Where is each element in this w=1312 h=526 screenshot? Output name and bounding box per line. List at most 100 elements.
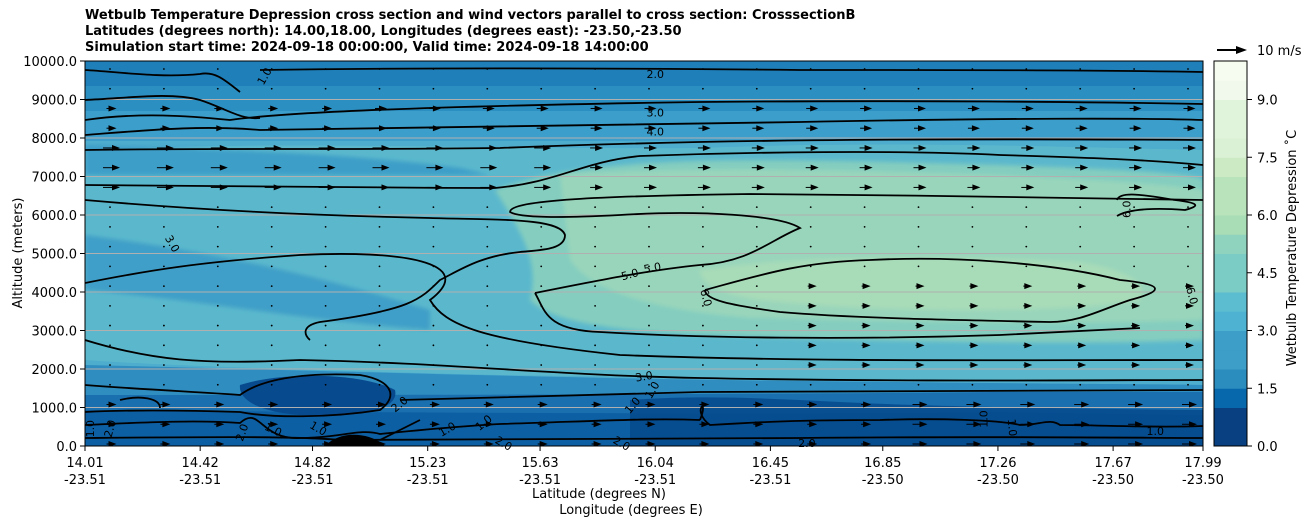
y-tick-label: 7000.0 bbox=[32, 171, 78, 186]
wind-vector-head bbox=[485, 401, 494, 408]
contour-line bbox=[119, 396, 161, 409]
wind-vector bbox=[109, 225, 111, 228]
wind-vector bbox=[216, 265, 219, 268]
wind-vector-head bbox=[1080, 184, 1089, 191]
wind-vector bbox=[971, 245, 974, 248]
colorbar-frame bbox=[1213, 60, 1248, 447]
wind-vector bbox=[540, 324, 543, 327]
wind-vector bbox=[1187, 68, 1189, 70]
wind-vector-head bbox=[543, 184, 552, 191]
wind-vector bbox=[809, 87, 812, 90]
wind-vector-head bbox=[971, 125, 980, 132]
colorbar-segment bbox=[1214, 80, 1247, 100]
wind-vector bbox=[917, 87, 920, 90]
wind-vector-head bbox=[595, 164, 604, 171]
wind-vector bbox=[755, 285, 758, 288]
wind-vector bbox=[486, 285, 489, 288]
wind-vector bbox=[270, 87, 273, 90]
contour-line bbox=[399, 389, 1203, 401]
wind-vector bbox=[270, 304, 273, 307]
wind-vector-head bbox=[1080, 144, 1089, 151]
colorbar-segment bbox=[1214, 61, 1247, 81]
wind-vector-head bbox=[595, 144, 604, 151]
y-tick-label: 4000.0 bbox=[32, 286, 78, 301]
wind-vector bbox=[163, 344, 165, 347]
wind-vector bbox=[378, 285, 381, 288]
wind-vector-head bbox=[809, 441, 818, 446]
wind-vector bbox=[216, 87, 219, 90]
wind-vector bbox=[486, 324, 489, 327]
wind-vector bbox=[486, 87, 489, 90]
wind-vector-head bbox=[971, 105, 980, 112]
wind-vector-head bbox=[595, 184, 604, 191]
wind-vector-head bbox=[594, 125, 603, 132]
wind-vector-head bbox=[649, 184, 657, 191]
wind-vector-head bbox=[808, 322, 817, 329]
wind-vector-head bbox=[1081, 441, 1090, 446]
x-tick-label-lat: 15.23 bbox=[409, 456, 446, 471]
wind-vector bbox=[1079, 383, 1082, 386]
wind-vector-head bbox=[1078, 283, 1087, 290]
wind-vector-head bbox=[918, 144, 927, 151]
wind-vector-head bbox=[108, 105, 117, 112]
wind-vector bbox=[109, 304, 111, 307]
wind-vector-head bbox=[378, 441, 386, 446]
y-tick-label: 8000.0 bbox=[32, 132, 78, 147]
wind-vector bbox=[702, 344, 704, 347]
grid-lines bbox=[85, 99, 1203, 408]
wind-vector-head bbox=[1132, 342, 1141, 349]
wind-vector bbox=[1133, 87, 1135, 90]
contour-line bbox=[509, 193, 1203, 294]
wind-vectors bbox=[103, 68, 1197, 446]
wind-vector-head bbox=[108, 401, 117, 408]
y-tick-label: 5000.0 bbox=[32, 248, 78, 263]
y-tick-label: 6000.0 bbox=[32, 209, 78, 224]
x-tick-label-lon: -23.51 bbox=[749, 473, 791, 488]
wind-vector bbox=[702, 383, 704, 386]
wind-vector-head bbox=[1132, 322, 1141, 329]
wind-vector-head bbox=[810, 144, 819, 151]
wind-vector-head bbox=[919, 421, 928, 428]
wind-vector-head bbox=[1186, 322, 1194, 329]
wind-vector-head bbox=[810, 164, 819, 171]
wind-vector bbox=[863, 206, 866, 209]
wind-vector-head bbox=[270, 401, 279, 408]
wind-vector bbox=[163, 324, 165, 327]
wind-vector bbox=[1025, 87, 1028, 90]
colorbar-segment bbox=[1214, 388, 1247, 408]
wind-vector bbox=[1025, 225, 1028, 228]
y-tick-label: 1000.0 bbox=[32, 402, 78, 417]
wind-vector-head bbox=[702, 105, 711, 112]
wind-vector-head bbox=[324, 401, 333, 408]
wind-vector-head bbox=[1026, 144, 1035, 151]
colorbar-tick-label: 3.0 bbox=[1257, 325, 1278, 340]
y-axis: 0.0 1000.0 2000.0 3000.0 4000.0 5000.0 6000.0 7… bbox=[23, 55, 85, 455]
wind-vector-head bbox=[270, 105, 279, 112]
wind-vector-head bbox=[647, 421, 656, 428]
wind-vector bbox=[109, 245, 111, 248]
wind-vector bbox=[971, 265, 974, 268]
colorbar-tick-label: 6.0 bbox=[1257, 209, 1278, 224]
wind-vector bbox=[1079, 206, 1082, 209]
wind-vector bbox=[594, 245, 596, 248]
wind-vector bbox=[648, 245, 650, 248]
wind-vector-head bbox=[755, 441, 764, 446]
wind-vector-head bbox=[756, 144, 765, 151]
wind-vector-head bbox=[918, 184, 927, 191]
wind-vector-head bbox=[810, 184, 819, 191]
wind-vector-head bbox=[162, 401, 171, 408]
wind-vector bbox=[486, 225, 489, 228]
colorbar-segment bbox=[1214, 426, 1247, 447]
wind-vector-head bbox=[916, 283, 925, 290]
wind-vector-head bbox=[1078, 302, 1087, 309]
contour-lines bbox=[85, 67, 1203, 441]
wind-vector bbox=[324, 285, 327, 288]
x-tick-label-lat: 15.63 bbox=[521, 456, 558, 471]
wind-vector-head bbox=[862, 362, 871, 369]
contour-line bbox=[85, 138, 1203, 151]
wind-vector-head bbox=[1024, 322, 1033, 329]
wind-vector bbox=[648, 324, 650, 327]
x-tick-label-lon: -23.51 bbox=[292, 473, 334, 488]
wind-vector bbox=[1187, 87, 1189, 90]
wind-vector bbox=[270, 364, 273, 366]
